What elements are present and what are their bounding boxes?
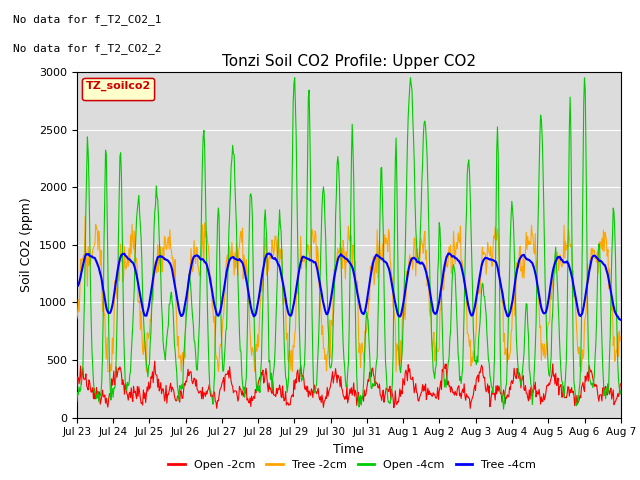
Title: Tonzi Soil CO2 Profile: Upper CO2: Tonzi Soil CO2 Profile: Upper CO2 [222, 54, 476, 70]
Legend:  [83, 78, 154, 100]
Text: No data for f_T2_CO2_2: No data for f_T2_CO2_2 [13, 43, 161, 54]
Legend: Open -2cm, Tree -2cm, Open -4cm, Tree -4cm: Open -2cm, Tree -2cm, Open -4cm, Tree -4… [164, 456, 540, 474]
Text: No data for f_T2_CO2_1: No data for f_T2_CO2_1 [13, 14, 161, 25]
X-axis label: Time: Time [333, 443, 364, 456]
Y-axis label: Soil CO2 (ppm): Soil CO2 (ppm) [20, 197, 33, 292]
